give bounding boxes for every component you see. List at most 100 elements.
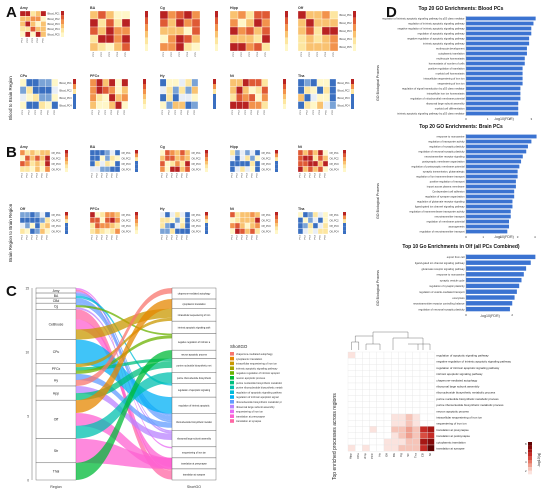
alluvial-flow <box>76 372 172 439</box>
heatmap-cell <box>391 413 399 421</box>
heatmap-cell <box>398 358 406 365</box>
heatmap-cell <box>35 31 41 38</box>
heatmap-cell <box>297 222 304 229</box>
bar <box>466 159 522 164</box>
heatmap-cell <box>175 18 185 28</box>
panel-a-ylabel: Blood to Brain Region <box>8 76 13 120</box>
alluvial-flow <box>76 288 172 449</box>
heatmap-col-label: PC1 <box>93 51 95 56</box>
bar-label: ligand-gated ion channel signaling pathw… <box>415 205 465 209</box>
heatmap-cell <box>312 160 319 167</box>
heatmap-cell <box>178 93 186 102</box>
heatmap-cell <box>254 149 261 156</box>
heatmap-col-label: PC6 <box>117 172 119 177</box>
heatmap-cell <box>362 438 370 446</box>
bar-label: import across plasma membrane <box>427 185 465 189</box>
heatmap-cell <box>169 217 176 224</box>
heatmap-cell <box>419 358 428 365</box>
heatmap-cell <box>248 101 256 110</box>
heatmap-cell <box>167 18 177 28</box>
heatmap-cell <box>25 10 31 17</box>
bar <box>466 219 510 224</box>
heatmap-cell <box>347 420 356 427</box>
bar <box>466 199 513 204</box>
heatmap-row-label: translation at synapse <box>436 446 465 450</box>
heatmap-cell <box>317 211 324 218</box>
brain-chart-title: Top 20 GO Enrichments: Brain PCs <box>419 124 503 130</box>
heatmap-cell <box>239 228 246 235</box>
legend-label: translation at presynapse <box>236 414 266 418</box>
heatmap-cell <box>383 364 392 371</box>
heatmap-cell <box>405 382 413 390</box>
heatmap-cell <box>172 101 180 110</box>
bar <box>466 184 516 189</box>
heatmap-cell <box>185 93 192 102</box>
legend-swatch <box>230 352 234 356</box>
heatmap-cell <box>419 432 428 439</box>
bar-plot: export from cell ligand-gated ion channel… <box>413 254 536 317</box>
heatmap-cell <box>249 160 256 167</box>
heatmap-cell <box>179 166 186 173</box>
heatmap-col-label: PC4 <box>107 234 109 239</box>
panel-label-a: A <box>6 4 17 21</box>
heatmap-col-label: PC2 <box>241 51 243 56</box>
heatmap-cell <box>167 34 177 44</box>
heatmap-row-label: Off_PC3 <box>262 163 272 166</box>
heatmap-cell <box>419 438 428 446</box>
heatmap-cell <box>97 26 107 36</box>
heatmap-cell <box>164 222 171 229</box>
heatmap-cell <box>115 86 122 95</box>
heatmap-cell <box>405 407 413 415</box>
heatmap-cell <box>383 438 392 446</box>
heatmap-cell <box>184 228 191 235</box>
heatmap-cell <box>24 217 31 224</box>
heatmap-cell <box>229 211 236 218</box>
legend-swatch <box>230 371 234 375</box>
bar-label: intracellular iron ion homeostasis <box>427 92 465 96</box>
heatmap-col-label: PC5 <box>326 109 328 114</box>
bar <box>466 144 528 149</box>
bar-label: intrinsic apoptotic signaling pathway by… <box>397 112 464 116</box>
heatmap-cell <box>184 217 191 224</box>
heatmap-col-label: PC1 <box>163 51 165 56</box>
heatmap-cell <box>97 10 107 20</box>
heatmap-cell <box>174 160 181 167</box>
colorbar-segment <box>528 474 532 478</box>
heatmap-cell <box>307 149 314 156</box>
heatmap-cell <box>184 211 191 218</box>
panel-a-heatmaps: Amy Blood_PC1 Blood_PC2 Blood_PC3 Blood_PC4 B… <box>18 6 370 140</box>
panel-b-heatmap2-nt-cells: Off_PC1 Off_PC2 Off_PC3 Off_PC4 PC1 PC2 PC3 PC4… <box>229 211 278 239</box>
heatmap-cell <box>236 93 243 102</box>
panel-a-heatmap-cg-title: Cg <box>160 6 165 10</box>
alluvial-flow <box>76 319 172 467</box>
bar-label: postsynaptic membrane organization <box>422 160 465 164</box>
heatmap-row-label: Off_PC1 <box>330 214 340 217</box>
alluvial-flow <box>76 339 172 414</box>
heatmap-cell <box>175 26 185 36</box>
heatmap-cell <box>113 42 123 52</box>
heatmap-cell <box>89 149 96 156</box>
heatmap-cell <box>164 155 171 162</box>
heatmap-cell <box>229 42 239 52</box>
heatmap-cell <box>242 78 250 87</box>
heatmap-cell <box>427 382 435 390</box>
heatmap-cell <box>179 222 186 229</box>
heatmap-col-label: PC1 <box>232 172 234 177</box>
heatmap-cell <box>19 93 27 102</box>
heatmap-col-label: PC3 <box>35 109 37 114</box>
heatmap-cell <box>254 222 261 229</box>
bar <box>466 306 510 312</box>
olf-chart-title: Top 10 Go Enrichments in Olf (all PCs Co… <box>402 244 520 250</box>
panel-a-heatmap-ba-title: BA <box>90 6 96 10</box>
heatmap-cell <box>312 149 319 156</box>
heatmap-cell <box>234 211 241 218</box>
heatmap-cell <box>229 222 236 229</box>
heatmap-cell <box>229 155 236 162</box>
bar <box>466 179 516 184</box>
legend-swatch <box>230 376 234 380</box>
bar <box>466 26 532 31</box>
heatmap-col-label: Nt <box>428 453 432 456</box>
heatmap-cell <box>30 26 36 32</box>
heatmap-cell <box>317 149 324 156</box>
heatmap-cell <box>121 34 131 44</box>
